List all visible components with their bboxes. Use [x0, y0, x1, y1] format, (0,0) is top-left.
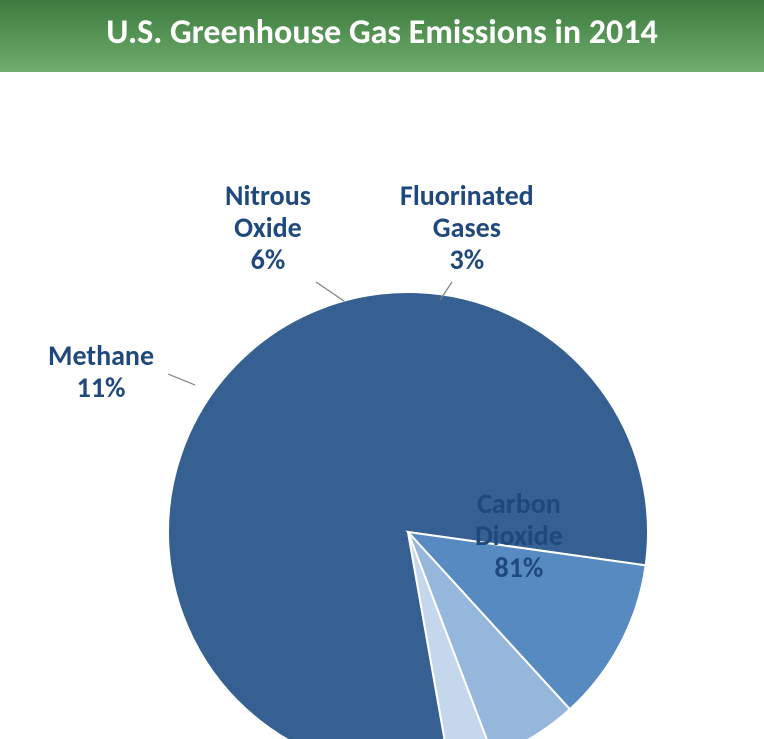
- slice-label-carbon-dioxide: Carbon Dioxide 81%: [475, 488, 563, 585]
- slice-label-fluorinated-gases: Fluorinated Gases 3%: [400, 180, 534, 277]
- leader-line: [316, 282, 344, 301]
- page-title: U.S. Greenhouse Gas Emissions in 2014: [106, 12, 657, 53]
- title-bar: U.S. Greenhouse Gas Emissions in 2014: [0, 0, 764, 72]
- leader-line: [168, 374, 195, 385]
- pie-chart: Carbon Dioxide 81% Methane 11% Nitrous Oxi…: [0, 72, 764, 739]
- slice-label-methane: Methane 11%: [48, 340, 154, 404]
- slice-label-nitrous-oxide: Nitrous Oxide 6%: [225, 180, 311, 277]
- pie-svg: [0, 72, 764, 739]
